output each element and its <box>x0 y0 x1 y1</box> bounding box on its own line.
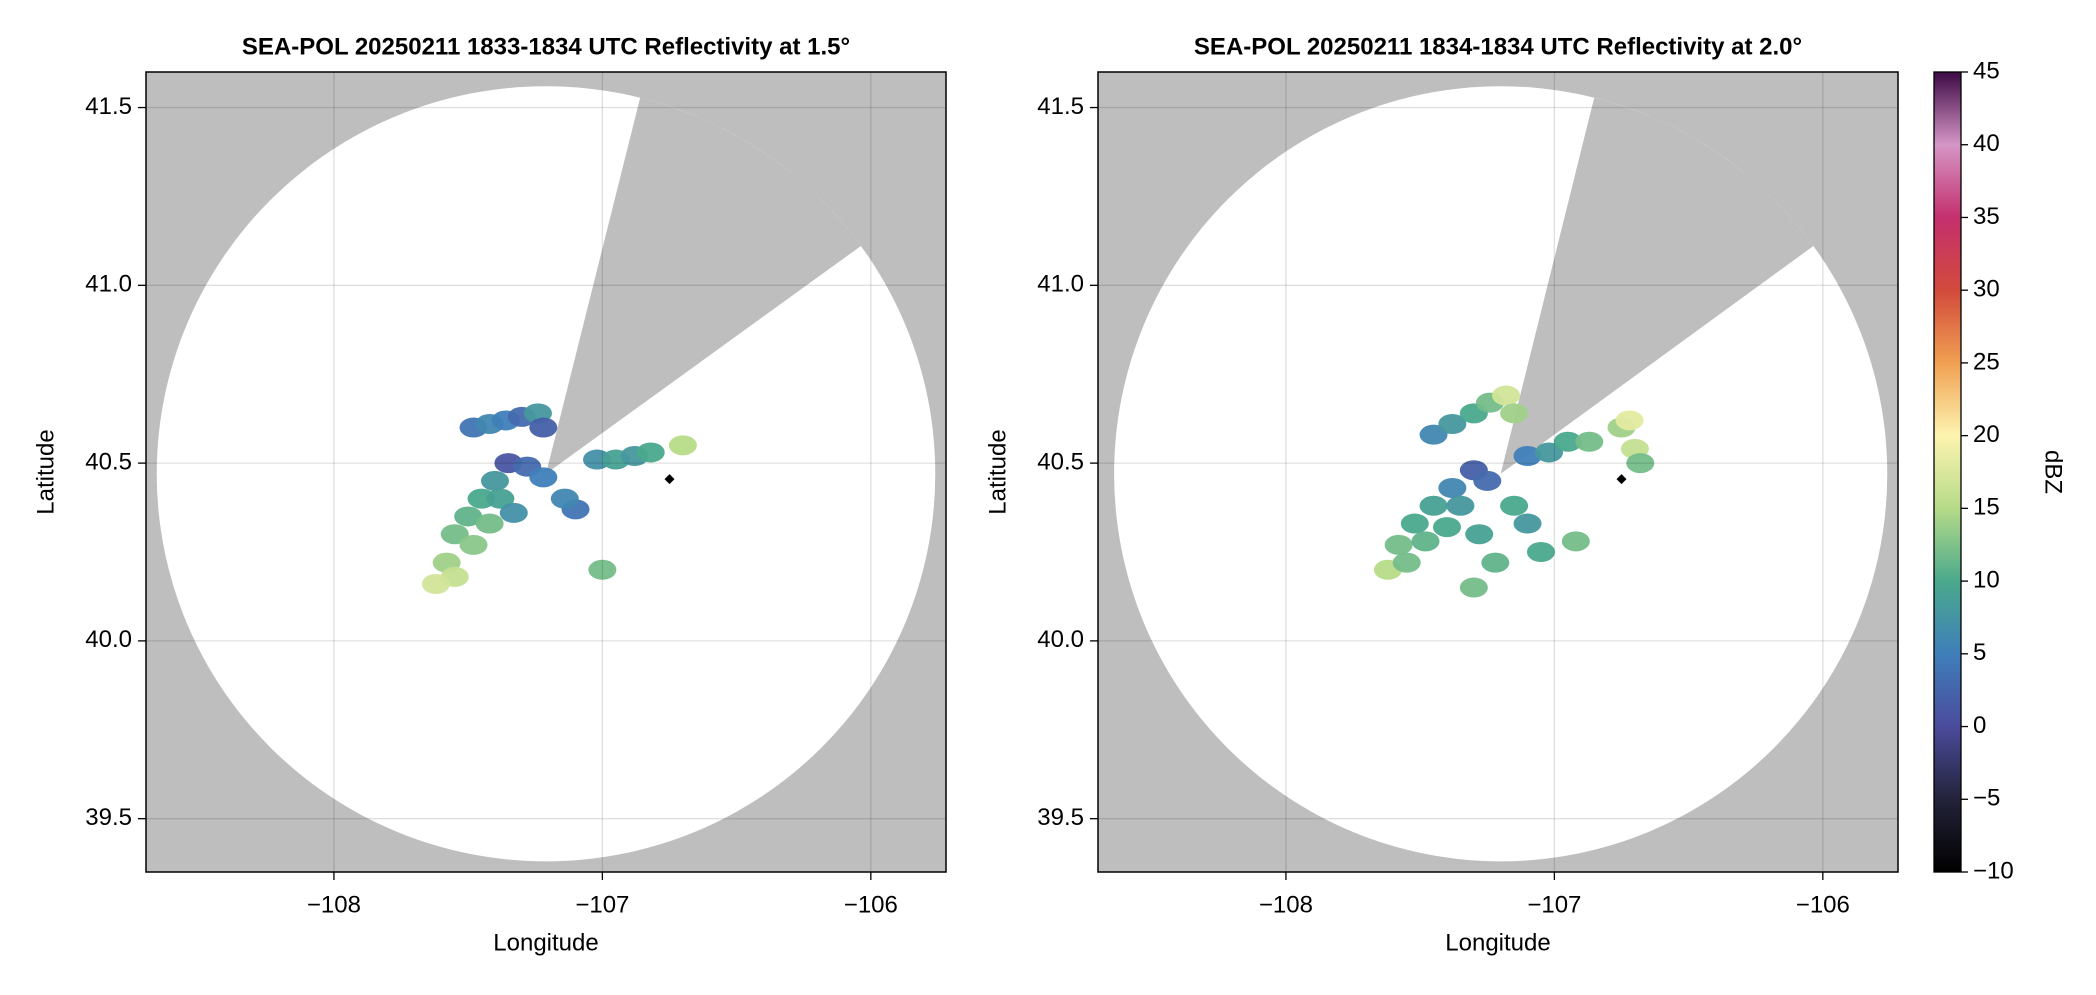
blocked-sector <box>546 97 861 474</box>
x-tick-label: −108 <box>307 891 361 918</box>
panel: −108 −107 −106 39.5 40.0 40.5 41.0 41.5 SEA-POL … <box>984 33 1899 956</box>
y-tick-label: 41.0 <box>1037 271 1084 298</box>
colorbar-tick-label: 40 <box>1973 130 2000 157</box>
echo-cell <box>1492 385 1521 406</box>
plot-area <box>1098 72 1898 872</box>
colorbar-tick-label: 45 <box>1973 57 2000 84</box>
colorbar-tick-label: 35 <box>1973 203 2000 230</box>
x-axis-label: Longitude <box>1445 929 1550 956</box>
chart-title: SEA-POL 20250211 1834-1834 UTC Reflectiv… <box>1194 33 1802 60</box>
y-tick-label: 40.5 <box>1037 448 1084 475</box>
site-marker <box>664 474 675 485</box>
echo-cell <box>1438 478 1467 498</box>
colorbar-tick-label: −10 <box>1973 857 2014 884</box>
colorbar <box>1933 71 1962 873</box>
echo-cell <box>1513 513 1542 534</box>
axes-frame <box>1097 71 1899 873</box>
echo-cell <box>1535 442 1564 463</box>
colorbar-tick-label: −5 <box>1973 785 2000 812</box>
echo-cell <box>1384 534 1413 555</box>
colorbar-tick-label: 15 <box>1973 494 2000 521</box>
panel: −108 −107 −106 39.5 40.0 40.5 41.0 41.5 SEA-POL … <box>32 33 947 956</box>
echo-cell <box>1626 453 1655 474</box>
echo-cell <box>480 470 509 491</box>
colorbar-tick-label: 10 <box>1973 566 2000 593</box>
echo-cell <box>1500 495 1529 516</box>
y-tick-label: 41.5 <box>1037 93 1084 120</box>
echo-cell <box>1526 542 1555 562</box>
x-tick-label: −106 <box>844 891 898 918</box>
echo-cell <box>1419 495 1448 516</box>
colorbar-tick-label: 30 <box>1973 276 2000 303</box>
y-tick-label: 40.5 <box>85 448 132 475</box>
y-tick-label: 39.5 <box>85 804 132 831</box>
y-tick-label: 41.5 <box>85 93 132 120</box>
x-tick-label: −108 <box>1259 891 1313 918</box>
plot-area <box>146 72 946 872</box>
echo-cell <box>1438 414 1467 434</box>
echo-cell <box>1392 552 1421 573</box>
blocked-sector <box>1500 97 1814 474</box>
chart-title: SEA-POL 20250211 1833-1834 UTC Reflectiv… <box>242 33 850 60</box>
echo-cell <box>499 502 528 523</box>
echo-cell <box>1432 517 1461 538</box>
echo-cell <box>1615 410 1644 431</box>
echo-cell <box>421 574 450 594</box>
y-tick-label: 40.0 <box>1037 626 1084 653</box>
colorbar-tick-label: 0 <box>1973 712 1986 739</box>
y-axis-label: Latitude <box>32 429 59 514</box>
y-tick-label: 40.0 <box>85 626 132 653</box>
x-tick-label: −107 <box>1527 891 1581 918</box>
echo-cell <box>1575 431 1604 452</box>
y-axis-label: Latitude <box>984 429 1011 514</box>
x-tick-label: −107 <box>575 891 629 918</box>
echo-cell <box>1500 403 1529 424</box>
echo-cell <box>668 435 697 456</box>
echo-cell <box>1465 524 1494 545</box>
echo-cell <box>529 467 558 488</box>
echo-cell <box>440 524 469 545</box>
colorbar-tick-label: 25 <box>1973 348 2000 375</box>
echo-cell <box>636 442 665 463</box>
echo-cell <box>1411 531 1440 552</box>
x-tick-label: −106 <box>1796 891 1850 918</box>
echo-cell <box>486 488 515 509</box>
echo-cell <box>459 534 488 555</box>
colorbar-tick-label: 20 <box>1973 421 2000 448</box>
echo-cell <box>1513 446 1542 466</box>
echo-cell <box>1481 552 1510 573</box>
echo-cell <box>529 417 558 438</box>
colorbar-tick-label: 5 <box>1973 639 1986 666</box>
echo-cell <box>1561 531 1590 552</box>
echo-cell <box>1553 431 1582 452</box>
echo-cell <box>1419 424 1448 445</box>
echo-cell <box>1473 470 1502 491</box>
y-tick-label: 41.0 <box>85 271 132 298</box>
site-marker <box>1616 474 1627 485</box>
echo-cell <box>1446 495 1475 516</box>
echo-cell <box>550 488 579 509</box>
y-tick-label: 39.5 <box>1037 804 1084 831</box>
colorbar-label: dBZ <box>2040 450 2067 494</box>
echo-cell <box>588 559 617 580</box>
echo-cell <box>475 513 504 534</box>
echo-cell <box>454 506 483 527</box>
echo-cell <box>1459 577 1488 598</box>
x-axis-label: Longitude <box>493 929 598 956</box>
axes-frame <box>145 71 947 873</box>
echo-cell <box>1400 513 1429 534</box>
